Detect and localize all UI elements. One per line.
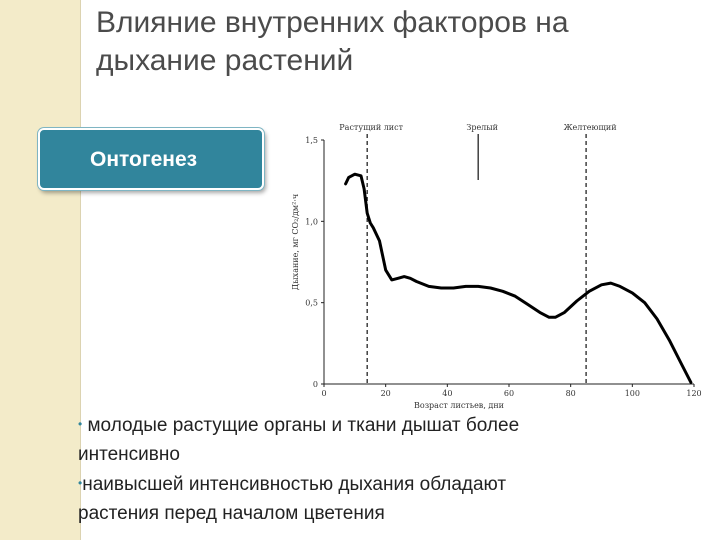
x-tick-label: 60 (504, 389, 514, 398)
respiration-chart: 0 0,5 1,0 1,5 0 20 40 60 80 100 120 Возраст листьев… (291, 123, 702, 410)
tag-label: Онтогенез (90, 148, 198, 171)
y-tick-label: 1,5 (305, 136, 318, 145)
title-line-2: дыхание растений (96, 44, 354, 77)
bullet-row-3: •наивысшей интенсивностью дыхания облада… (78, 469, 698, 499)
stage-marker-label: Растущий лист (339, 123, 403, 132)
x-tick-label: 40 (442, 389, 452, 398)
y-axis-label: Дыхание, мг CO₂/дм²·ч (291, 194, 300, 290)
stage-marker-label: Зрелый (466, 123, 498, 132)
bullet-text: растения перед началом цветения (78, 503, 385, 524)
bullet-row-4: растения перед началом цветения (78, 499, 698, 528)
side-divider (80, 0, 81, 540)
y-tick-label: 0,5 (305, 299, 318, 308)
slide-title: Влияние внутренних факторов на дыхание р… (96, 4, 696, 80)
x-tick-label: 0 (321, 389, 326, 398)
title-line-1: Влияние внутренних факторов на (96, 6, 569, 39)
bullet-mark: • (78, 417, 83, 431)
x-tick-label: 80 (566, 389, 576, 398)
bullet-row-2: интенсивно (78, 440, 698, 469)
bullet-row-1: • молодые растущие органы и ткани дышат … (78, 410, 698, 440)
ontogenesis-tag: Онтогенез (38, 128, 264, 190)
x-tick-label: 120 (686, 389, 701, 398)
decorative-side-strip (0, 0, 81, 540)
bullet-list: • молодые растущие органы и ткани дышат … (78, 410, 698, 528)
bullet-text: наивысшей интенсивностью дыхания обладаю… (82, 474, 507, 495)
x-tick-label: 20 (381, 389, 391, 398)
stage-marker-label: Желтеющий (564, 123, 617, 132)
y-tick-label: 0 (313, 380, 318, 389)
x-axis-label: Возраст листьев, дни (414, 401, 504, 410)
y-tick-label: 1,0 (305, 217, 318, 226)
bullet-text: молодые растущие органы и ткани дышат бо… (82, 415, 520, 436)
bullet-mark: • (78, 476, 83, 490)
bullet-text: интенсивно (78, 444, 180, 465)
respiration-curve (344, 172, 693, 384)
x-tick-label: 100 (625, 389, 640, 398)
